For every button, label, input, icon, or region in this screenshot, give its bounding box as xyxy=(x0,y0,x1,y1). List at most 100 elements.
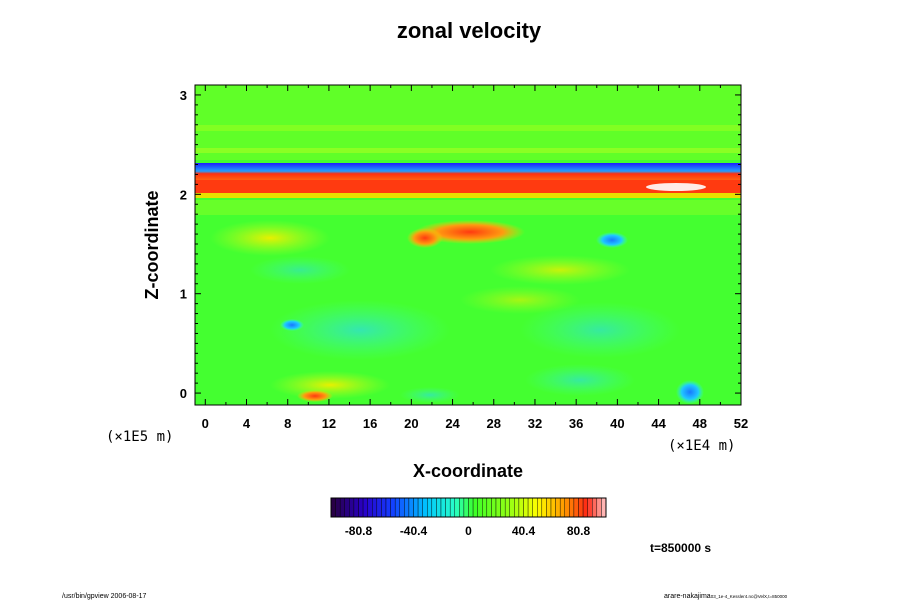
upper-stripe xyxy=(195,125,741,131)
colorbar-segment xyxy=(518,497,524,518)
time-label: t=850000 s xyxy=(650,541,711,555)
x-axis-ticks: 0 4 8 12 16 20 24 28 32 36 40 44 48 52 xyxy=(202,85,748,431)
colorbar-segment xyxy=(546,497,552,518)
colorbar-segment xyxy=(399,497,405,518)
heatmap-field xyxy=(195,85,741,405)
plot-frame xyxy=(194,84,742,406)
colorbar-segment xyxy=(537,497,543,518)
y-tick-label: 2 xyxy=(180,187,187,202)
colorbar-segment xyxy=(413,497,419,518)
x-tick-label: 16 xyxy=(363,416,377,431)
colorbar-segment xyxy=(454,497,460,518)
colorbar-segment xyxy=(468,497,474,518)
y-axis-ticks: 0 1 2 3 xyxy=(180,84,741,401)
blob xyxy=(250,256,350,284)
footer-right-user: arare-nakajima xyxy=(664,593,711,600)
blob xyxy=(210,220,330,256)
x-tick-label: 40 xyxy=(610,416,624,431)
colorbar-segment xyxy=(463,497,469,518)
colorbar-segment xyxy=(417,497,423,518)
colorbar-segment xyxy=(431,497,437,518)
colorbar-segment xyxy=(427,497,433,518)
blob xyxy=(596,232,628,248)
colorbar-segment xyxy=(582,497,588,518)
colorbar-segment xyxy=(358,497,364,518)
colorbar-segment xyxy=(509,497,515,518)
colorbar-segment xyxy=(385,497,391,518)
y-axis-label: Z-coordinate xyxy=(142,190,162,299)
colorbar-segment xyxy=(573,497,579,518)
x-tick-label: 8 xyxy=(284,416,291,431)
colorbar-segment xyxy=(367,497,373,518)
blob xyxy=(407,228,443,248)
colorbar-segment xyxy=(500,497,506,518)
colorbar-segment xyxy=(440,497,446,518)
blob xyxy=(280,319,304,331)
blob xyxy=(525,364,635,396)
colorbar-segment xyxy=(459,497,465,518)
colorbar-tick-label: 80.8 xyxy=(567,524,591,538)
colorbar-segment xyxy=(349,497,355,518)
colorbar-segment xyxy=(569,497,575,518)
footer-right-file: 03_1e-4_Kessler4.nc@VelX,t=850000 xyxy=(711,594,788,599)
x-tick-label: 48 xyxy=(693,416,707,431)
upper-region xyxy=(195,85,741,160)
y-scale-label: (×1E5 m) xyxy=(106,429,173,445)
x-scale-label: (×1E4 m) xyxy=(668,438,735,454)
jet-red-band xyxy=(195,180,741,194)
colorbar-segment xyxy=(527,497,533,518)
band-below xyxy=(195,200,741,215)
x-tick-label: 4 xyxy=(243,416,251,431)
colorbar-ticks: -80.8 -40.4 0 40.4 80.8 xyxy=(345,524,591,538)
x-axis-label: X-coordinate xyxy=(413,461,523,481)
footer-right: arare-nakajima03_1e-4_Kessler4.nc@VelX,t… xyxy=(664,593,788,600)
colorbar-segment xyxy=(550,497,556,518)
colorbar-segment xyxy=(381,497,387,518)
colorbar-segment xyxy=(372,497,378,518)
colorbar-segment xyxy=(335,497,341,518)
x-tick-label: 20 xyxy=(404,416,418,431)
blob xyxy=(270,371,390,399)
colorbar-segment xyxy=(504,497,510,518)
colorbar-segment xyxy=(514,497,520,518)
colorbar-segment xyxy=(394,497,400,518)
colorbar-tick-label: -80.8 xyxy=(345,524,373,538)
colorbar-segment xyxy=(587,497,593,518)
y-tick-label: 1 xyxy=(180,287,187,302)
blob xyxy=(270,300,450,360)
colorbar-tick-label: 40.4 xyxy=(512,524,536,538)
x-tick-label: 32 xyxy=(528,416,542,431)
colorbar-segment xyxy=(486,497,492,518)
chart-title: zonal velocity xyxy=(397,18,542,43)
blob xyxy=(676,380,704,404)
x-tick-label: 24 xyxy=(445,416,460,431)
y-tick-label: 0 xyxy=(180,386,187,401)
colorbar-segment xyxy=(495,497,501,518)
colorbar-segment xyxy=(404,497,410,518)
colorbar xyxy=(330,497,607,518)
x-tick-label: 36 xyxy=(569,416,583,431)
blob xyxy=(297,390,333,402)
colorbar-segment xyxy=(482,497,488,518)
colorbar-segment xyxy=(472,497,478,518)
x-tick-label: 28 xyxy=(487,416,501,431)
colorbar-tick-label: -40.4 xyxy=(400,524,428,538)
colorbar-segment xyxy=(523,497,529,518)
jet-blue-band xyxy=(195,163,741,181)
colorbar-segment xyxy=(532,497,538,518)
colorbar-tick-label: 0 xyxy=(465,524,472,538)
blob xyxy=(490,255,630,285)
colorbar-segment xyxy=(564,497,570,518)
jet-max-spot xyxy=(646,183,706,191)
colorbar-segment xyxy=(445,497,451,518)
colorbar-segment xyxy=(491,497,497,518)
colorbar-segment xyxy=(555,497,561,518)
jet-yellow-edge xyxy=(195,193,741,198)
colorbar-segment xyxy=(344,497,350,518)
upper-stripe xyxy=(195,148,741,153)
y-tick-label: 3 xyxy=(180,88,187,103)
blob xyxy=(460,286,580,314)
colorbar-segment xyxy=(390,497,396,518)
x-tick-label: 52 xyxy=(734,416,748,431)
